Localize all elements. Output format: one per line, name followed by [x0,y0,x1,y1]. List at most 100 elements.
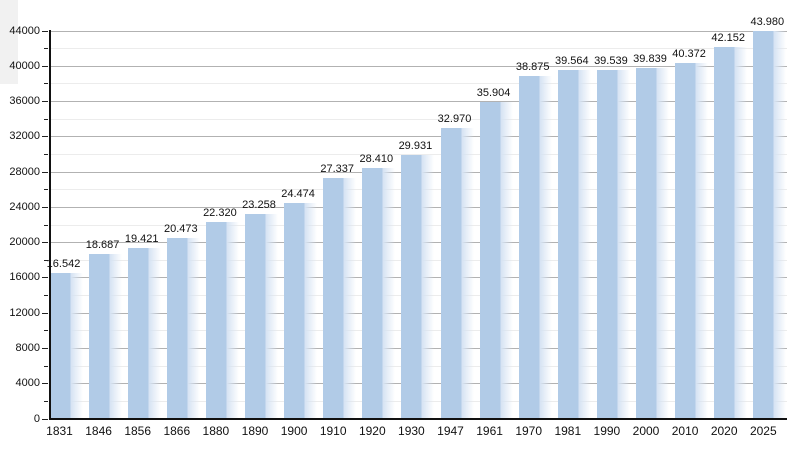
y-axis-tick-label: 32000 [9,130,40,143]
y-axis-tick [42,347,48,349]
gridline-minor [50,48,787,50]
x-axis-label-2020: 2020 [710,424,738,438]
value-label: 40.372 [672,48,706,60]
y-axis-tick [44,259,48,261]
bar-1890 [245,214,278,419]
y-axis-tick [44,365,48,367]
y-axis-tick-label: 28000 [9,165,40,178]
bar-1920 [362,168,396,419]
bar-1947 [440,128,474,419]
x-axis-label-2000: 2000 [632,424,660,438]
y-axis-tick [42,383,48,385]
y-axis-tick [44,48,48,50]
y-axis-tick [42,418,48,420]
y-axis-tick-label: 44000 [9,24,40,37]
y-axis-tick-label: 24000 [9,200,40,213]
x-axis-label-1866: 1866 [163,424,191,438]
y-axis-tick [42,101,48,103]
y-axis-tick-label: 16000 [9,271,40,284]
bar-2010 [675,63,709,419]
x-axis-label-1930: 1930 [398,424,425,438]
bar-1856 [127,248,161,419]
value-label: 43.980 [750,16,785,28]
value-label: 23.258 [242,199,276,211]
bar-1990 [596,70,630,419]
y-axis-tick [42,312,48,314]
bar-1831 [49,273,83,419]
y-axis-tick [44,400,48,402]
value-label: 18.687 [85,239,120,251]
value-label: 16.542 [46,258,81,270]
plot-area: 0 4000 8000 12000 16000 20000 24000 28000 32000 3… [9,16,787,438]
x-axis-label-1970: 1970 [515,424,543,438]
x-axis-line [49,418,787,420]
bar-1866 [166,238,200,419]
y-axis-tick [44,189,48,191]
value-label: 42.152 [711,32,746,44]
y-axis-line [49,30,51,419]
y-axis-tick-label: 12000 [9,306,40,319]
x-axis-label-1910: 1910 [319,424,347,438]
y-axis-tick [44,118,48,120]
bar-1900 [284,203,318,419]
corner-background-artifact [0,0,18,84]
x-axis-label-1831: 1831 [46,424,73,438]
x-axis-label-1880: 1880 [202,424,230,438]
y-axis-tick [44,224,48,226]
value-label: 22.320 [203,207,237,219]
bar-1930 [401,155,435,419]
gridline-major [50,30,787,32]
gridline-minor [50,83,787,85]
x-axis-label-1900: 1900 [280,424,308,438]
y-axis-tick [42,136,48,138]
y-axis-tick [44,295,48,297]
x-axis-label-2010: 2010 [671,424,699,438]
bar-1961 [479,102,513,419]
y-axis-tick [42,171,48,173]
value-label: 24.474 [281,188,315,200]
y-axis-tick-label: 40000 [9,59,40,72]
gridline-minor [50,153,787,155]
value-label: 32.970 [437,113,472,125]
value-label: 28.410 [359,153,394,165]
y-axis-tick [42,277,48,279]
value-label: 19.421 [124,233,159,245]
x-axis-label-1961: 1961 [476,424,503,438]
x-axis-label-1890: 1890 [241,424,269,438]
x-axis-label-1990: 1990 [593,424,621,438]
y-axis-tick-label: 36000 [9,95,40,108]
x-axis-label-1846: 1846 [85,424,112,438]
x-axis-label-1947: 1947 [437,424,464,438]
bar-2020 [714,47,748,419]
bar-2000 [636,68,669,419]
x-axis-label-2025: 2025 [749,424,777,438]
value-label: 39.539 [594,55,628,67]
value-label: 38.875 [515,61,550,73]
bar-1880 [205,222,239,419]
value-label: 20.473 [163,223,198,235]
value-label: 39.564 [554,55,589,67]
value-label: 27.337 [320,163,355,175]
y-axis-tick-label: 20000 [9,236,40,249]
gridline-major [50,136,787,138]
y-axis-tick [42,30,48,32]
bar-1846 [88,254,122,419]
y-axis-tick [44,153,48,155]
x-axis-label-1920: 1920 [358,424,386,438]
y-axis-tick [44,83,48,85]
x-axis-label-1856: 1856 [124,424,152,438]
y-axis-tick [42,242,48,244]
y-axis-tick-label: 4000 [15,377,40,390]
gridline-minor [50,118,787,120]
y-axis-tick [42,65,48,67]
y-axis-tick [42,206,48,208]
value-label: 35.904 [476,87,511,99]
gridline-major [50,101,787,103]
value-label: 29.931 [398,140,433,152]
gridline-major [50,65,787,67]
x-axis-label-1981: 1981 [554,424,582,438]
y-axis-tick-label: 0 [33,412,40,425]
bar-1970 [518,76,552,419]
value-label: 39.839 [633,53,667,65]
